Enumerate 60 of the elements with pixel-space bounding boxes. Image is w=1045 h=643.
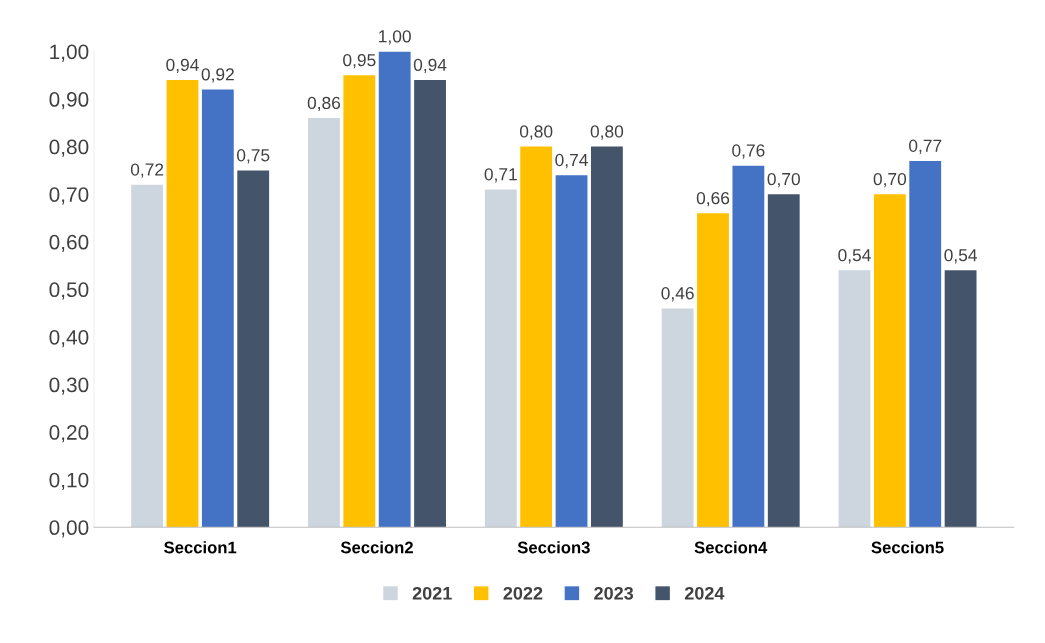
- bar: [732, 165, 765, 528]
- bar: [166, 79, 199, 528]
- data-label: 0,75: [237, 149, 270, 164]
- data-label: 0,54: [944, 249, 977, 264]
- bar: [131, 184, 164, 528]
- data-label: 0,76: [732, 144, 765, 159]
- bar: [873, 194, 906, 528]
- data-label: 0,92: [201, 68, 234, 83]
- y-tick-label: 0,40: [49, 329, 89, 348]
- bar: [201, 89, 234, 528]
- bar: [944, 270, 977, 528]
- bar: [767, 194, 800, 528]
- legend-label: 2021: [412, 586, 452, 600]
- x-tick-label: Seccion3: [517, 541, 590, 554]
- data-label: 1,00: [379, 30, 411, 45]
- data-label: 0,74: [555, 153, 588, 169]
- y-tick-label: 1,00: [50, 44, 89, 62]
- bar: [590, 146, 623, 528]
- data-label: 0,80: [590, 125, 624, 140]
- y-tick-label: 0,90: [49, 92, 89, 110]
- bar: [484, 189, 517, 528]
- bar: [838, 270, 871, 528]
- data-label: 0,77: [909, 139, 942, 154]
- y-tick-label: 0,20: [49, 425, 89, 443]
- y-tick-label: 0,30: [49, 377, 89, 395]
- data-label: 0,80: [519, 125, 553, 140]
- legend-label: 2023: [594, 586, 634, 600]
- y-tick-label: 0,50: [49, 282, 89, 300]
- data-label: 0,72: [130, 163, 164, 178]
- bar: [520, 146, 553, 528]
- y-tick-label: 0,00: [49, 520, 89, 538]
- bar: [661, 308, 694, 528]
- data-label: 0,70: [873, 172, 907, 188]
- y-tick-label: 0,60: [49, 234, 89, 252]
- bar: [414, 79, 446, 528]
- y-tick-label: 0,10: [49, 472, 89, 490]
- x-tick-label: Seccion2: [340, 541, 413, 554]
- bar: [237, 170, 270, 528]
- x-tick-label: Seccion4: [694, 541, 768, 554]
- bar: [378, 51, 411, 528]
- bar: [909, 160, 942, 528]
- data-label: 0,46: [661, 287, 694, 302]
- legend-label: 2022: [503, 586, 543, 600]
- data-label: 0,66: [696, 191, 730, 207]
- data-label: 0,95: [343, 53, 376, 69]
- data-label: 0,94: [413, 58, 447, 74]
- data-label: 0,94: [166, 58, 199, 74]
- y-tick-label: 0,70: [49, 187, 89, 205]
- x-tick-label: Seccion5: [871, 541, 944, 554]
- bar: [343, 75, 376, 528]
- data-label: 0,71: [484, 168, 517, 183]
- data-label: 0,86: [307, 96, 341, 112]
- bar: [697, 213, 729, 528]
- bar: [555, 175, 588, 528]
- y-tick-label: 0,80: [49, 139, 89, 157]
- data-label: 0,70: [767, 172, 800, 188]
- data-label: 0,54: [838, 249, 871, 264]
- x-tick-label: Seccion1: [164, 541, 237, 554]
- bar: [308, 118, 340, 528]
- legend-label: 2024: [684, 586, 725, 600]
